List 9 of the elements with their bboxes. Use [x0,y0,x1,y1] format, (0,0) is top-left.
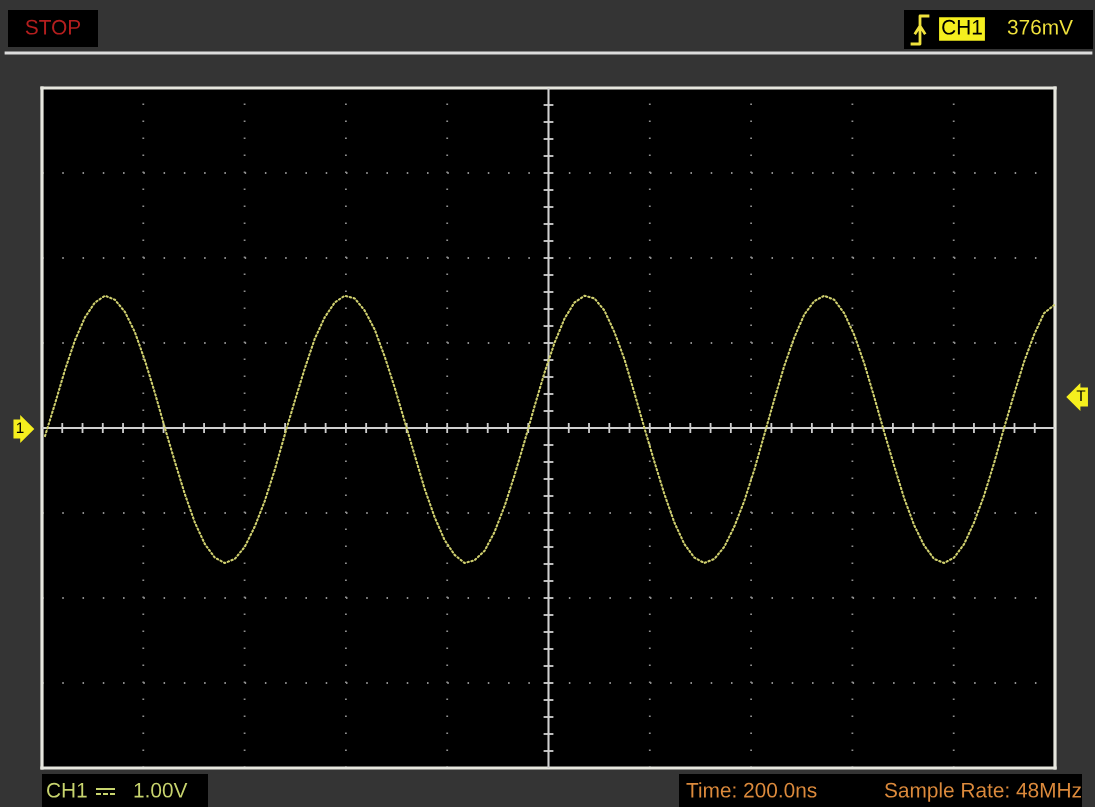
text: T [1076,390,1086,401]
text: STOP [25,19,81,35]
text: 376mV [1007,19,1073,35]
text: Sample Rate: 48MHz [884,782,1081,802]
text: CH1 [942,19,982,35]
text: 1 [16,422,24,433]
text: CH1 [47,782,87,798]
text: 1.00V [134,782,188,798]
text: Time: 200.0ns [686,782,817,798]
